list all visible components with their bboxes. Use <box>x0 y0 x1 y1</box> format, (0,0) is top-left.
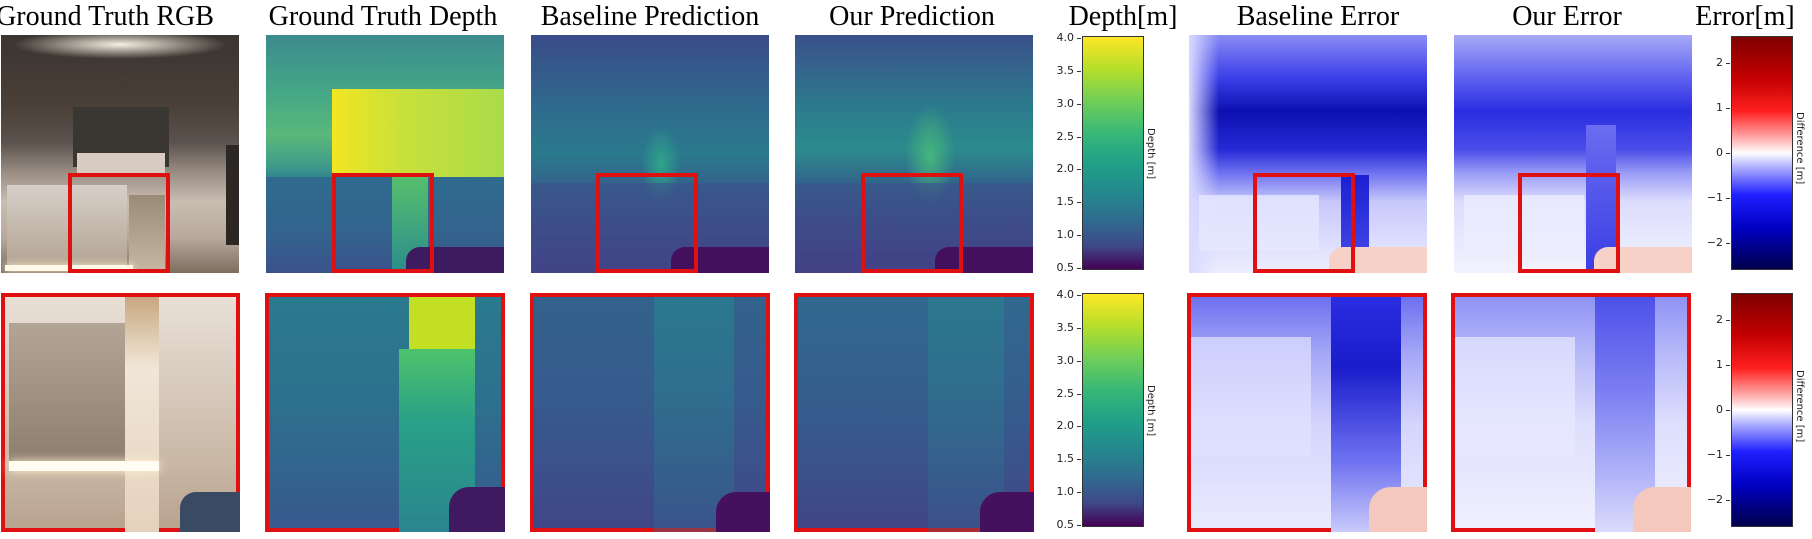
depth-tick-mark <box>1077 459 1081 461</box>
depth-tick-label: 0.5 <box>1056 261 1075 274</box>
depth-tick-label: 1.5 <box>1056 195 1075 209</box>
depth-tick-label: 2.5 <box>1056 129 1075 143</box>
error-tick-mark <box>1726 500 1730 501</box>
depth-tick-mark <box>1077 38 1081 39</box>
error-tick-mark <box>1726 108 1730 109</box>
title-our-error: Our Error <box>1512 1 1622 32</box>
depth-tick-label: 3.0 <box>1056 96 1075 110</box>
error-colorbar-2 <box>1731 293 1793 527</box>
depth-tick-mark <box>1077 525 1081 526</box>
baseline-prediction-image <box>531 35 769 273</box>
our-prediction-roi-box <box>861 173 963 273</box>
error-tick-mark <box>1726 198 1730 199</box>
depth-tick-label: 2.0 <box>1056 419 1075 433</box>
error-tick-label: 1 <box>1716 358 1723 371</box>
depth-tick-label: 3.0 <box>1056 353 1075 367</box>
depth-tick-mark <box>1077 426 1081 428</box>
depth-tick-label: 3.5 <box>1056 320 1075 334</box>
error-tick-label: −2 <box>1706 493 1723 506</box>
our-error-zoom-image <box>1451 293 1691 532</box>
depth-colorbar-label-1: Depth [m] <box>1145 128 1156 180</box>
error-tick-mark <box>1726 63 1730 64</box>
baseline-prediction-zoom-image <box>530 293 770 532</box>
title-depth-colorbar: Depth[m] <box>1068 1 1178 32</box>
title-our-prediction: Our Prediction <box>829 1 995 32</box>
error-tick-mark <box>1726 455 1730 456</box>
depth-tick-mark <box>1077 70 1081 72</box>
error-tick-label: 0 <box>1716 146 1723 159</box>
error-tick-label: −1 <box>1706 191 1723 204</box>
our-error-image <box>1454 35 1692 273</box>
title-baseline-prediction: Baseline Prediction <box>540 1 760 32</box>
error-tick-label: 2 <box>1716 56 1723 69</box>
rgb-roi-box <box>68 173 170 273</box>
depth-tick-label: 0.5 <box>1056 518 1075 531</box>
depth-tick-label: 1.5 <box>1056 452 1075 466</box>
error-tick-mark <box>1726 153 1730 154</box>
error-tick-mark <box>1726 410 1730 411</box>
depth-tick-mark <box>1077 268 1081 269</box>
depth-tick-mark <box>1077 169 1081 171</box>
depth-tick-label: 1.0 <box>1056 228 1075 242</box>
baseline-error-roi-box <box>1253 173 1355 273</box>
depth-tick-label: 3.5 <box>1056 63 1075 77</box>
error-tick-label: 0 <box>1716 403 1723 416</box>
depth-tick-mark <box>1077 393 1081 395</box>
error-tick-label: 1 <box>1716 101 1723 114</box>
depth-tick-mark <box>1077 235 1081 237</box>
our-prediction-image <box>795 35 1033 273</box>
error-tick-mark <box>1726 320 1730 321</box>
title-baseline-error: Baseline Error <box>1236 1 1400 32</box>
baseline-error-image <box>1189 35 1427 273</box>
error-tick-label: −2 <box>1706 236 1723 249</box>
error-tick-mark <box>1726 365 1730 366</box>
gt-depth-roi-box <box>332 173 434 273</box>
depth-tick-mark <box>1077 327 1081 329</box>
depth-tick-label: 2.5 <box>1056 386 1075 400</box>
depth-colorbar-2 <box>1082 293 1144 527</box>
title-ground-truth-depth: Ground Truth Depth <box>268 1 498 32</box>
error-tick-mark <box>1726 243 1730 244</box>
depth-tick-mark <box>1077 295 1081 296</box>
depth-tick-label: 4.0 <box>1056 31 1075 44</box>
our-error-roi-box <box>1518 173 1620 273</box>
depth-tick-mark <box>1077 360 1081 362</box>
depth-tick-label: 4.0 <box>1056 288 1075 301</box>
depth-colorbar-1 <box>1082 36 1144 270</box>
depth-tick-mark <box>1077 492 1081 494</box>
rgb-zoom-image <box>1 293 240 532</box>
depth-tick-mark <box>1077 202 1081 204</box>
depth-tick-mark <box>1077 103 1081 105</box>
depth-tick-label: 2.0 <box>1056 162 1075 176</box>
title-ground-truth-rgb: Ground Truth RGB <box>0 1 214 32</box>
gt-depth-image <box>266 35 504 273</box>
baseline-prediction-roi-box <box>596 173 698 273</box>
depth-tick-mark <box>1077 136 1081 138</box>
error-tick-label: −1 <box>1706 448 1723 461</box>
error-colorbar-1 <box>1731 36 1793 270</box>
title-error-colorbar: Error[m] <box>1695 1 1795 32</box>
our-prediction-zoom-image <box>794 293 1034 532</box>
baseline-error-zoom-image <box>1187 293 1427 532</box>
depth-tick-label: 1.0 <box>1056 485 1075 499</box>
error-colorbar-label-2: Difference [m] <box>1794 370 1805 443</box>
gt-depth-zoom-image <box>265 293 505 532</box>
depth-colorbar-label-2: Depth [m] <box>1145 385 1156 437</box>
error-tick-label: 2 <box>1716 313 1723 326</box>
error-colorbar-label-1: Difference [m] <box>1794 112 1805 185</box>
